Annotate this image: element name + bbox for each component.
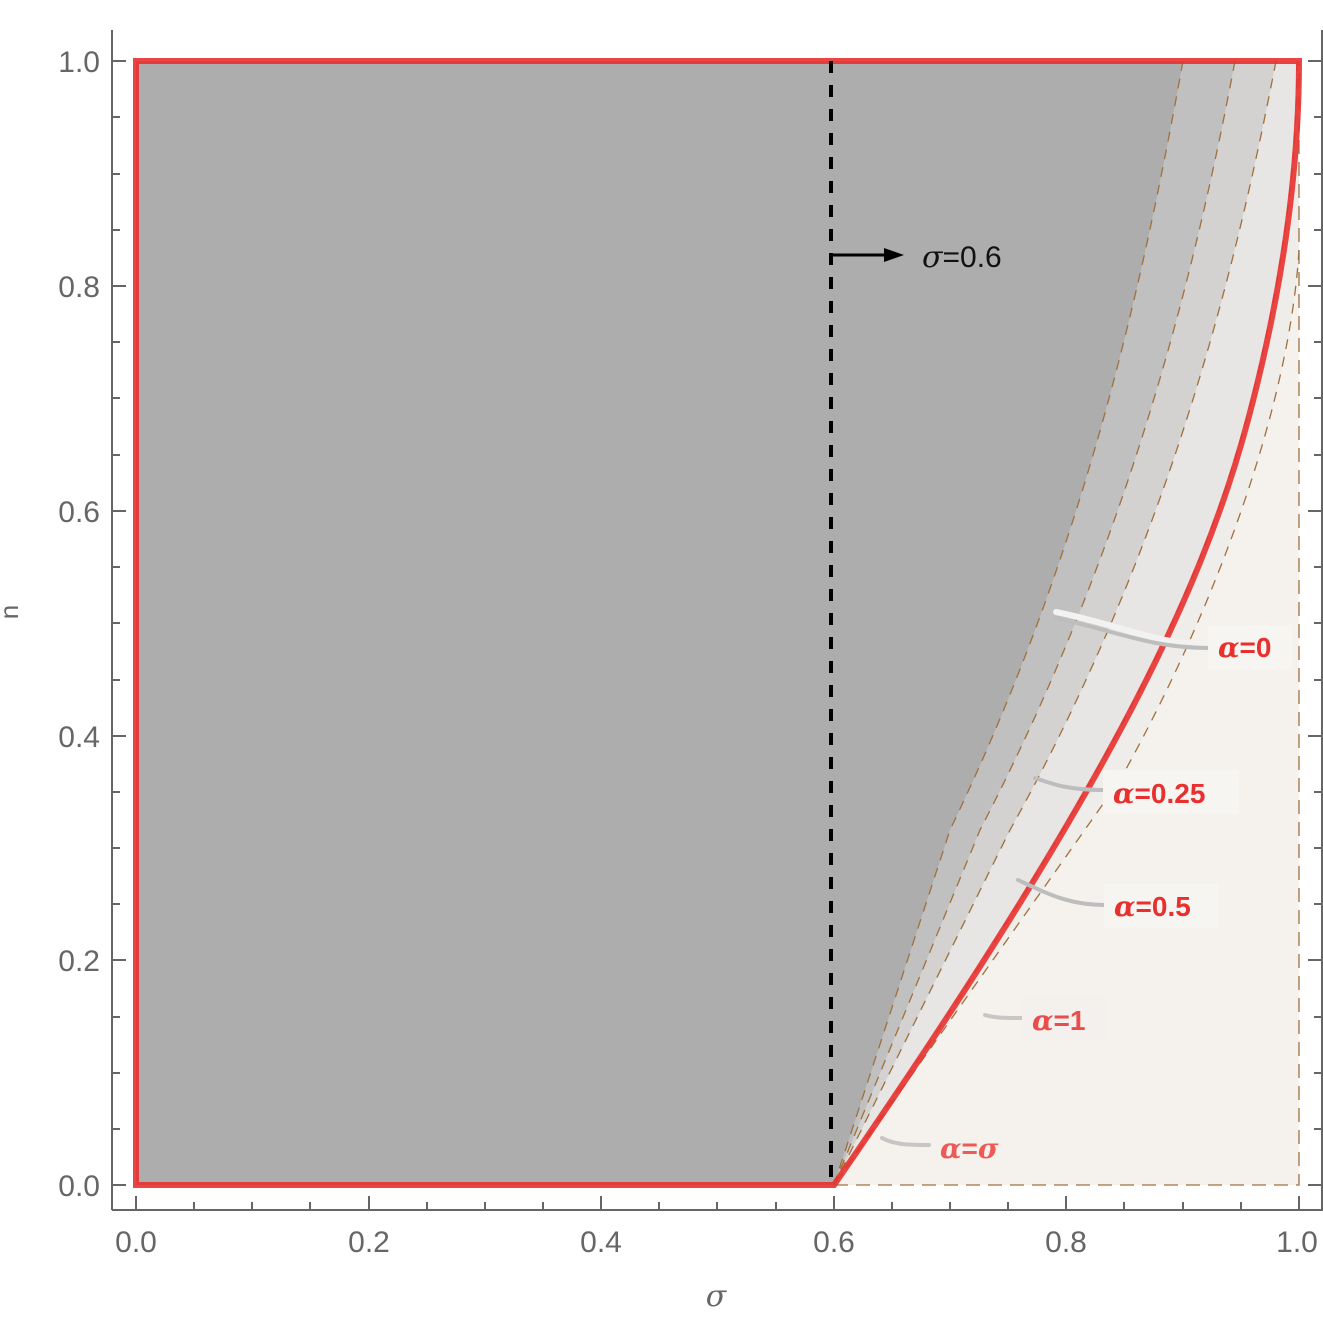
x-axis	[135, 1196, 1300, 1210]
svg-text:0.4: 0.4	[580, 1226, 622, 1259]
label-alpha-0.25: α=0.25	[1113, 777, 1205, 810]
region-alpha-0	[136, 61, 1183, 1185]
svg-text:1.0: 1.0	[1276, 1226, 1318, 1259]
right-axis-ticks	[1308, 60, 1322, 1186]
svg-text:0.6: 0.6	[813, 1226, 855, 1259]
curve-labels: α=0 α=0.25 α=0.5 α=1 α=σ	[940, 625, 1292, 1165]
svg-text:0.0: 0.0	[115, 1226, 157, 1259]
label-alpha-0.5: α=0.5	[1114, 890, 1191, 923]
sigma-annotation: σ=0.6	[922, 240, 1002, 275]
x-tick-labels: 0.0 0.2 0.4 0.6 0.8 1.0	[115, 1226, 1318, 1259]
label-alpha-0: α=0	[1218, 631, 1271, 664]
label-leaders	[880, 609, 1213, 1147]
y-tick-labels: 0.0 0.2 0.4 0.6 0.8 1.0	[58, 46, 100, 1203]
svg-text:0.2: 0.2	[58, 945, 100, 978]
y-axis	[112, 60, 126, 1186]
svg-text:0.8: 0.8	[58, 271, 100, 304]
svg-text:0.8: 0.8	[1045, 1226, 1087, 1259]
arrow-right-icon	[831, 248, 904, 262]
label-alpha-sigma: α=σ	[940, 1132, 999, 1165]
svg-text:0.4: 0.4	[58, 721, 100, 754]
x-axis-label: σ	[706, 1279, 728, 1314]
svg-text:0.0: 0.0	[58, 1170, 100, 1203]
svg-text:1.0: 1.0	[58, 46, 100, 79]
feasible-boundary-red	[133, 58, 1303, 1188]
svg-text:0.6: 0.6	[58, 496, 100, 529]
svg-text:0.2: 0.2	[348, 1226, 390, 1259]
y-axis-label: n	[0, 605, 24, 619]
label-alpha-1: α=1	[1032, 1004, 1085, 1037]
